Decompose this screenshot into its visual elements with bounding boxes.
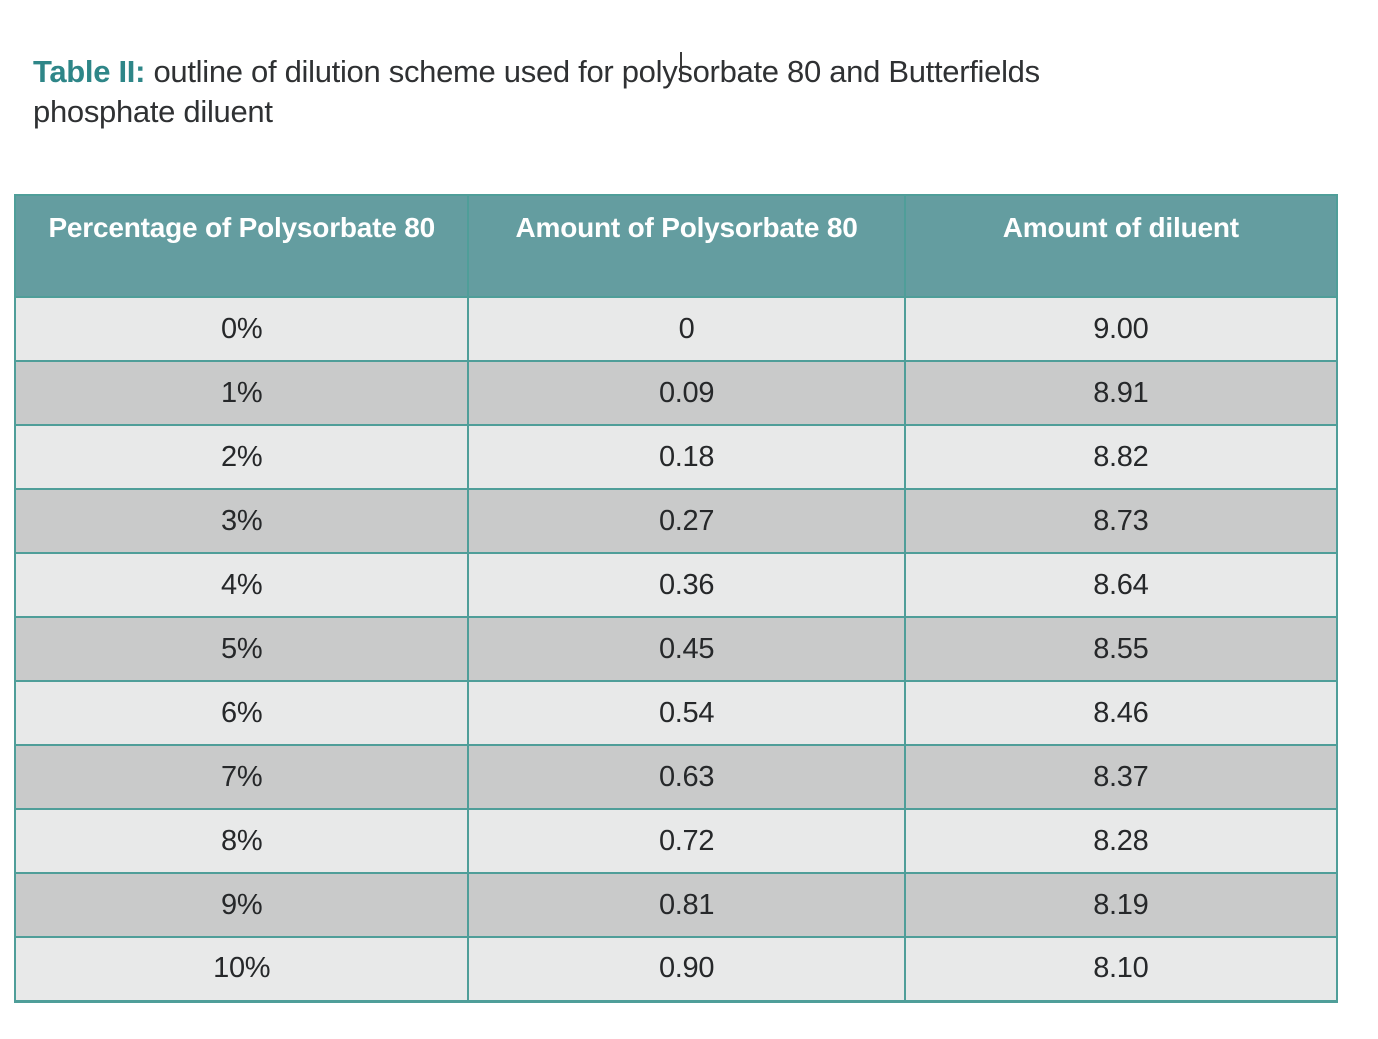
table-cell: 6% <box>13 680 470 746</box>
table-row: 6% 0.54 8.46 <box>13 680 1339 746</box>
table-body: 0% 0 9.00 1% 0.09 8.91 2% 0.18 8.82 3% 0.27 8.73 4% 0… <box>13 296 1339 1002</box>
table-header-row: Percentage of Polysorbate 80 Amount of Po… <box>13 194 1339 298</box>
table-cell: 0.81 <box>467 872 906 938</box>
table-cell: 8.91 <box>903 360 1339 426</box>
table-cell: 9% <box>13 872 470 938</box>
table-row: 5% 0.45 8.55 <box>13 616 1339 682</box>
table-cell: 0.09 <box>467 360 906 426</box>
table-row: 1% 0.09 8.91 <box>13 360 1339 426</box>
table-cell: 1% <box>13 360 470 426</box>
table-cell: 0.36 <box>467 552 906 618</box>
table-cell: 0% <box>13 296 470 362</box>
table-cell: 0.72 <box>467 808 906 874</box>
table-cell: 8.10 <box>903 936 1339 1002</box>
table-row: 0% 0 9.00 <box>13 296 1339 362</box>
table-cell: 3% <box>13 488 470 554</box>
table-caption-line2: phosphate diluent <box>33 94 273 129</box>
table-caption-label: Table II: <box>33 54 146 89</box>
table-cell: 8% <box>13 808 470 874</box>
table-cell: 5% <box>13 616 470 682</box>
table-caption: Table II: outline of dilution scheme use… <box>33 52 1338 132</box>
table-cell: 0.90 <box>467 936 906 1002</box>
table-cell: 10% <box>13 936 470 1002</box>
dilution-scheme-table: Percentage of Polysorbate 80 Amount of Po… <box>13 194 1339 1003</box>
table-cell: 8.19 <box>903 872 1339 938</box>
table-cell: 0.45 <box>467 616 906 682</box>
table-row: 2% 0.18 8.82 <box>13 424 1339 490</box>
table-cell: 8.55 <box>903 616 1339 682</box>
table-cell: 0.27 <box>467 488 906 554</box>
table-cell: 9.00 <box>903 296 1339 362</box>
table-cell: 8.82 <box>903 424 1339 490</box>
table-cell: 0.18 <box>467 424 906 490</box>
top-column-divider-line <box>680 52 682 80</box>
table-cell: 0.54 <box>467 680 906 746</box>
table-row: 7% 0.63 8.37 <box>13 744 1339 810</box>
table-row: 4% 0.36 8.64 <box>13 552 1339 618</box>
table-cell: 8.73 <box>903 488 1339 554</box>
table-cell: 8.64 <box>903 552 1339 618</box>
table-cell: 8.37 <box>903 744 1339 810</box>
table-caption-text: outline of dilution scheme used for poly… <box>153 54 1040 89</box>
table-row: 8% 0.72 8.28 <box>13 808 1339 874</box>
table-row: 9% 0.81 8.19 <box>13 872 1339 938</box>
table-row: 10% 0.90 8.10 <box>13 936 1339 1002</box>
table-cell: 8.28 <box>903 808 1339 874</box>
table-cell: 0.63 <box>467 744 906 810</box>
table-cell: 8.46 <box>903 680 1339 746</box>
column-header: Percentage of Polysorbate 80 <box>13 194 470 298</box>
table-cell: 2% <box>13 424 470 490</box>
column-header: Amount of diluent <box>903 194 1339 298</box>
table-cell: 0 <box>467 296 906 362</box>
table-caption-line1: Table II: outline of dilution scheme use… <box>33 52 1338 92</box>
table-cell: 7% <box>13 744 470 810</box>
table-row: 3% 0.27 8.73 <box>13 488 1339 554</box>
table-cell: 4% <box>13 552 470 618</box>
column-header: Amount of Polysorbate 80 <box>467 194 906 298</box>
